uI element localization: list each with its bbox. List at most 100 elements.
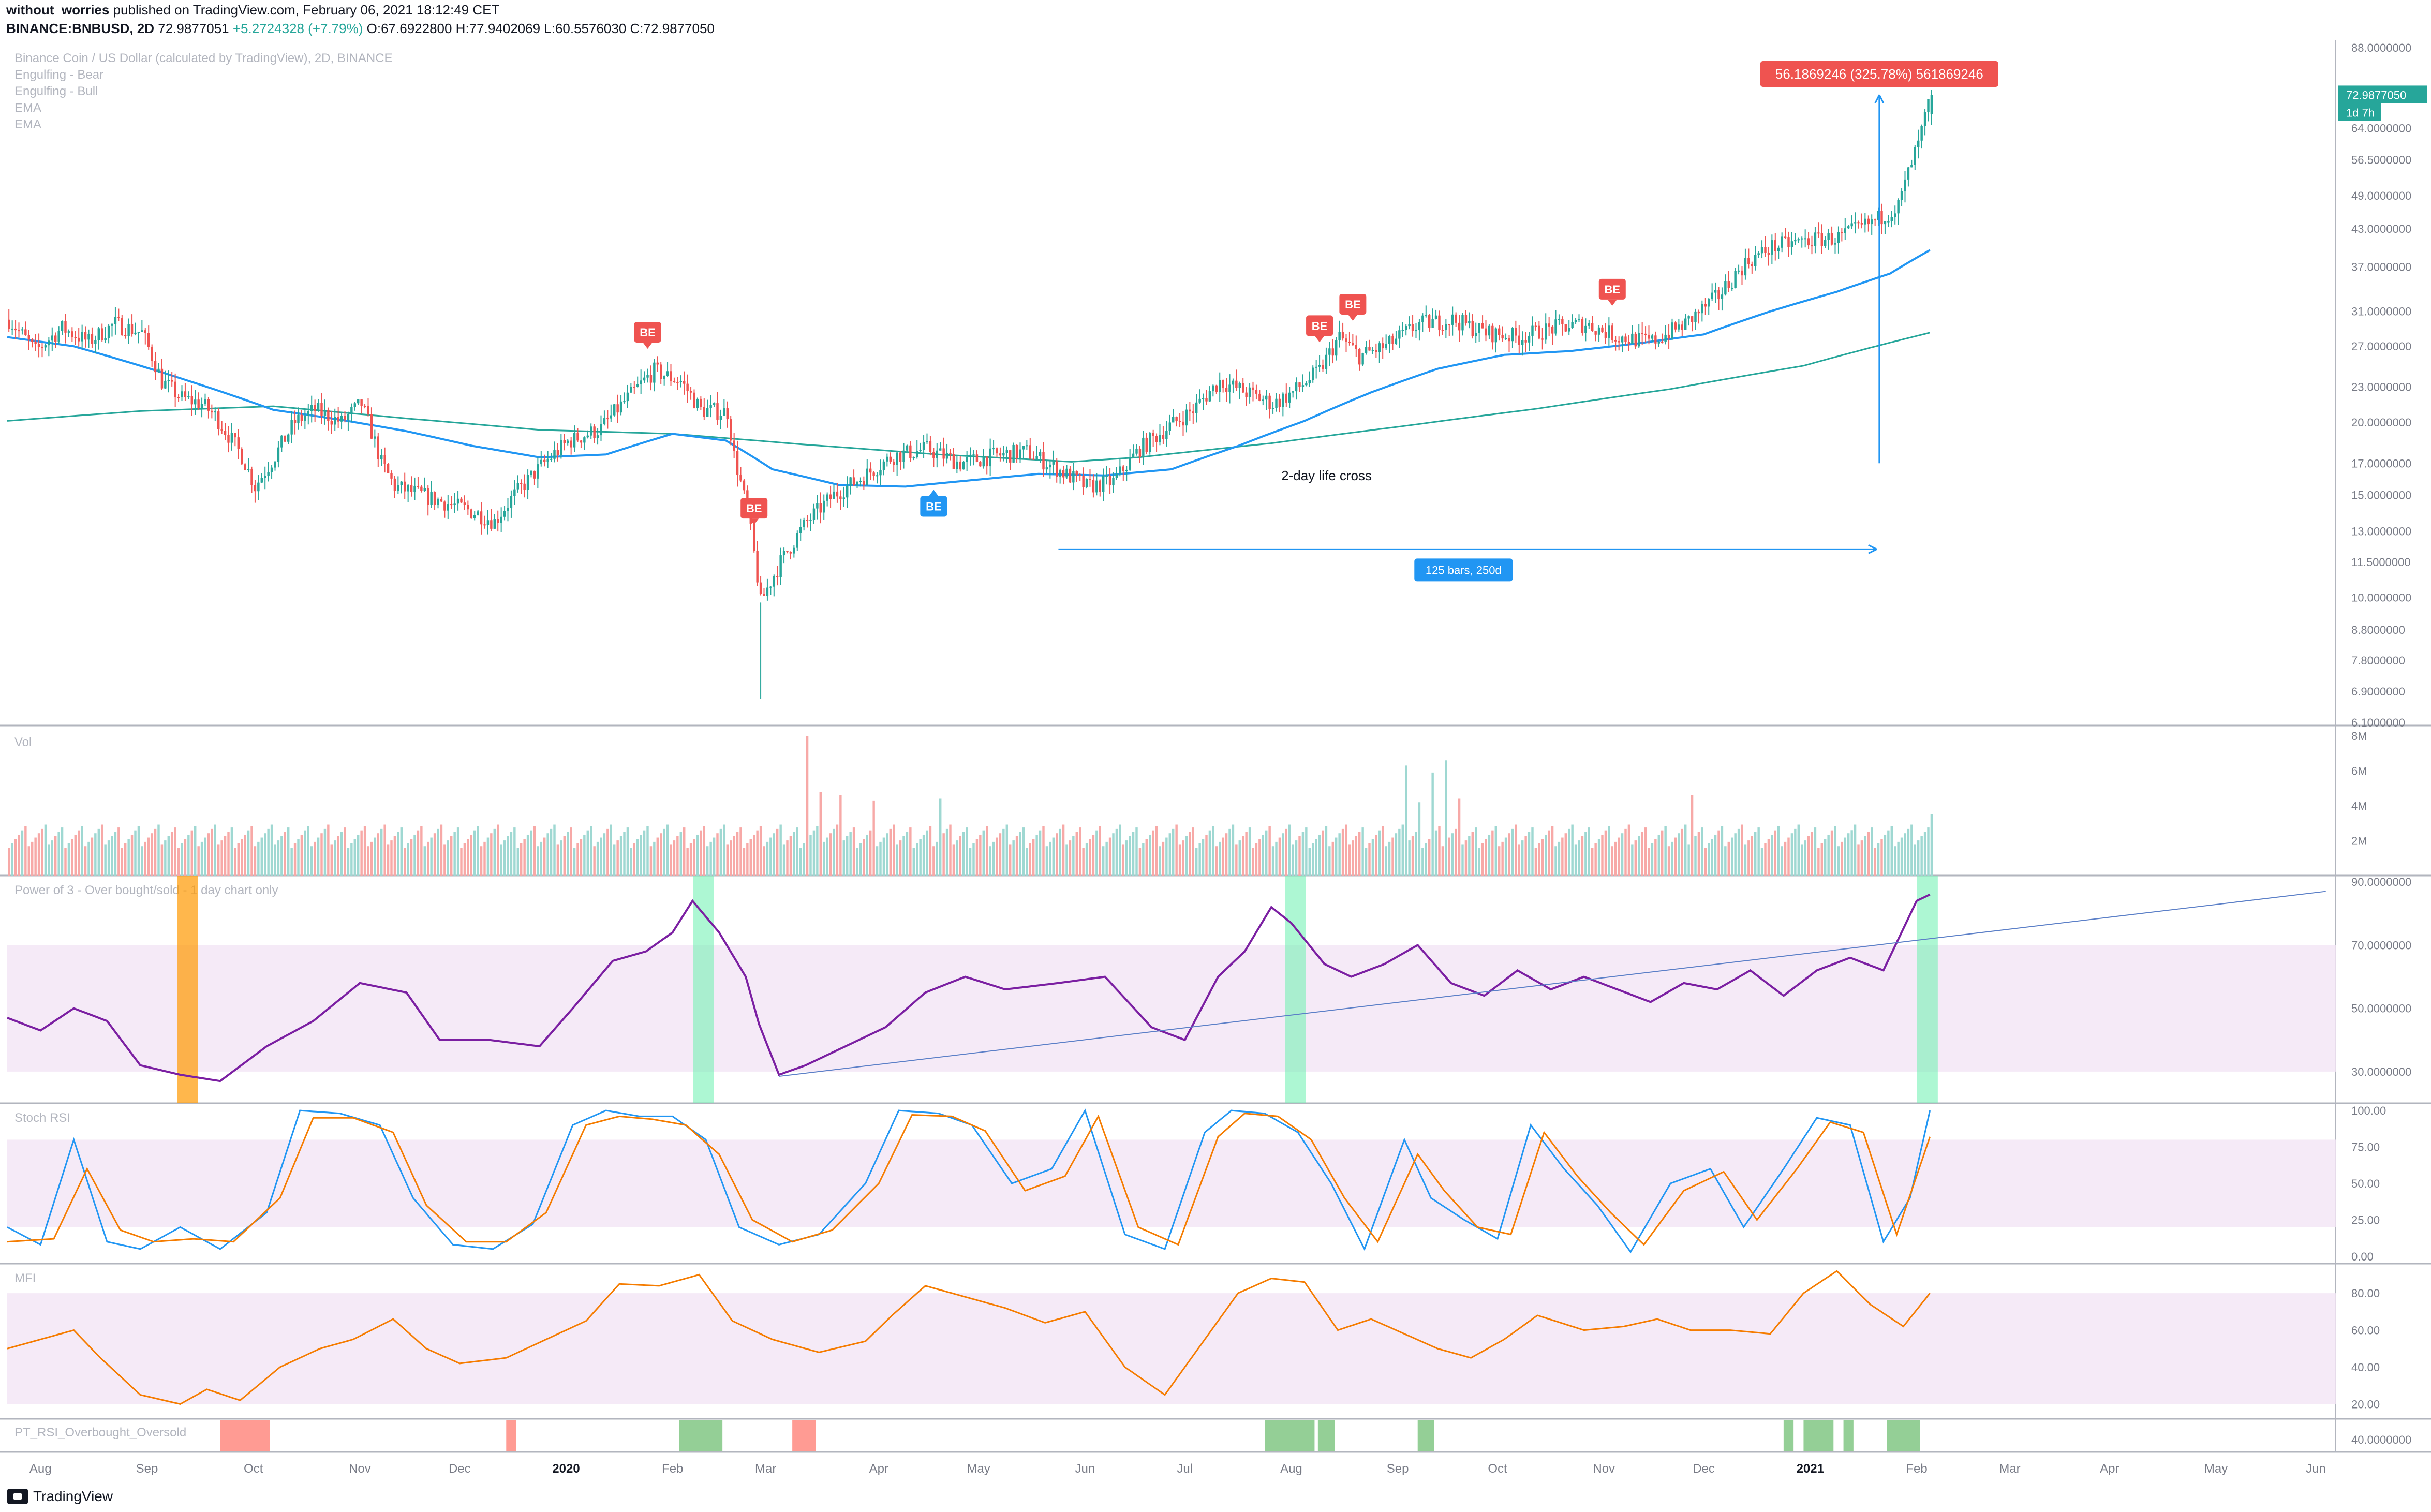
volume-bar (1448, 837, 1450, 876)
candle-body (1328, 348, 1331, 355)
volume-bar (543, 837, 546, 876)
candle-body (277, 447, 280, 462)
volume-bar (1864, 836, 1866, 876)
candle-body (1301, 385, 1305, 387)
volume-bar (456, 827, 459, 876)
stoch-tick-label: 50.00 (2351, 1177, 2380, 1190)
volume-bar (613, 844, 616, 876)
author-name[interactable]: without_worries (6, 2, 110, 18)
volume-bar (829, 833, 832, 876)
candle-body (18, 330, 20, 332)
volume-bar (1165, 837, 1168, 876)
chart-canvas[interactable]: 88.0000000 64.0000000 56.5000000 49.0000000… (0, 40, 2431, 1481)
volume-bar (427, 841, 429, 876)
volume-bar (1288, 824, 1291, 876)
candle-body (1252, 387, 1254, 390)
volume-bar (1697, 832, 1700, 876)
candle-body (726, 408, 729, 420)
volume-bar (1348, 844, 1351, 876)
volume-bar (986, 826, 988, 876)
candle-body (353, 403, 356, 407)
candle-body (1355, 345, 1357, 349)
candle-body (134, 332, 137, 334)
volume-bar (18, 834, 20, 876)
candle-body (1475, 333, 1477, 336)
symbol-name[interactable]: BINANCE:BNBUSD, 2D (6, 21, 155, 36)
volume-bar (190, 830, 193, 876)
volume-bar (1904, 833, 1906, 876)
candle-body (1774, 240, 1776, 251)
candle-body (323, 410, 327, 416)
candle-body (613, 404, 616, 416)
marker-text: BE (640, 326, 656, 339)
candle-body (327, 410, 330, 421)
candle-body (766, 587, 769, 596)
candle-body (1395, 338, 1398, 344)
candle-body (516, 483, 519, 490)
candle-body (1082, 476, 1085, 487)
candle-body (1581, 319, 1584, 333)
volume-bar (450, 836, 453, 876)
volume-bar (1458, 798, 1461, 876)
candle-body (1069, 468, 1072, 483)
candle-body (1185, 409, 1188, 426)
volume-bar (660, 833, 662, 876)
volume-bar (104, 844, 107, 876)
volume-bar (809, 834, 812, 876)
volume-bar (842, 840, 845, 876)
candle-body (247, 469, 250, 470)
candle-body (703, 407, 705, 417)
candle-body (1365, 347, 1368, 353)
volume-bar (1701, 827, 1703, 876)
volume-bar (1468, 836, 1471, 876)
candle-body (181, 391, 183, 397)
volume-bar (1015, 836, 1018, 876)
candle-body (513, 489, 516, 496)
time-tick-label: Oct (244, 1462, 263, 1476)
candle-body (872, 472, 875, 476)
candle-body (809, 520, 812, 521)
candle-body (636, 384, 639, 387)
candle-body (293, 420, 297, 424)
volume-bar (467, 839, 469, 876)
time-tick-label: May (2204, 1462, 2228, 1476)
candle-body (756, 551, 759, 583)
volume-bar (766, 841, 769, 876)
candle-body (164, 380, 167, 389)
rsi-tick-label: 30.0000000 (2351, 1065, 2411, 1078)
stoch-tick-label: 25.00 (2351, 1213, 2380, 1226)
bull-marker-pointer (929, 490, 939, 496)
legend-entry: EMA (14, 101, 41, 115)
volume-bar (1621, 833, 1624, 876)
volume-bar (503, 840, 506, 876)
candle-body (404, 481, 406, 492)
volume-bar (1708, 843, 1710, 876)
tradingview-logo[interactable]: TradingView (7, 1488, 113, 1505)
volume-bar (1122, 844, 1124, 876)
volume-bar (1155, 826, 1158, 876)
candle-body (427, 488, 429, 505)
volume-bar (1847, 833, 1850, 876)
time-tick-label: Feb (1906, 1462, 1927, 1476)
volume-bar (334, 840, 336, 876)
volume-bar (1451, 833, 1454, 876)
candle-body (204, 399, 206, 404)
candle-body (936, 450, 938, 458)
candle-body (1092, 480, 1095, 493)
pt-signal-segment (1887, 1420, 1920, 1451)
volume-bar (556, 844, 559, 876)
candle-body (846, 485, 849, 498)
volume-bar (1518, 844, 1520, 876)
time-tick-label: Sep (1387, 1462, 1409, 1476)
candle-body (1481, 323, 1484, 329)
volume-bar (902, 836, 905, 876)
volume-bar (1541, 839, 1544, 876)
volume-bar (666, 824, 669, 876)
stoch-d-line (7, 1113, 1931, 1246)
time-tick-label: Mar (1999, 1462, 2020, 1476)
candle-body (390, 472, 393, 479)
candle-body (673, 381, 676, 382)
volume-bar (1604, 830, 1607, 876)
candle-body (563, 440, 566, 443)
volume-bar (1182, 840, 1184, 876)
